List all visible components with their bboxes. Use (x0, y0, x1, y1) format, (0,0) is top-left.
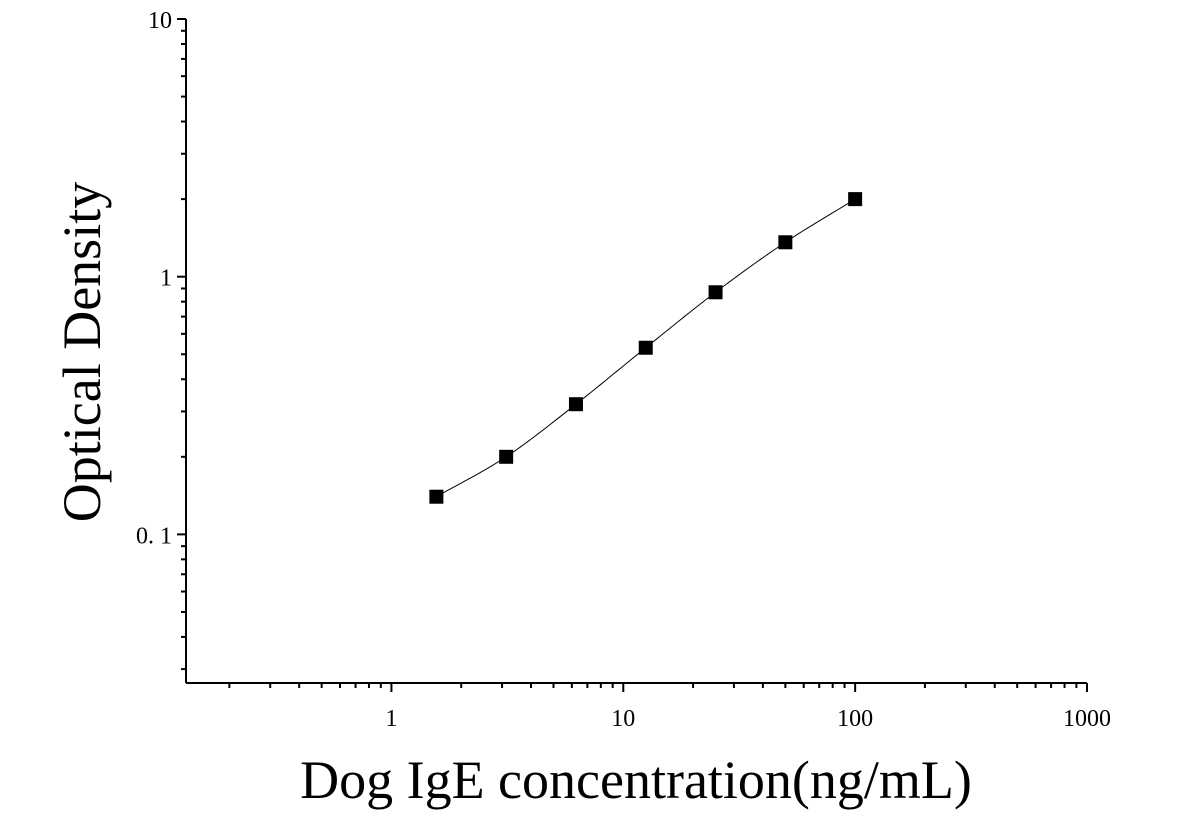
x-axis-title: Dog IgE concentration(ng/mL) (300, 750, 972, 810)
x-tick-label: 10 (611, 706, 635, 732)
x-tick-label: 1 (385, 706, 397, 732)
data-point (848, 192, 863, 207)
x-axis-tick-labels: 1 10 100 1000 (385, 706, 1111, 732)
x-axis-ticks (228, 683, 1088, 692)
y-axis-tick-labels: 0. 1 1 10 (136, 8, 172, 549)
x-tick-label: 1000 (1063, 706, 1111, 732)
y-tick-label: 0. 1 (136, 523, 172, 549)
data-point (499, 449, 514, 464)
y-axis: 0. 1 1 10 (136, 8, 187, 683)
data-point (708, 285, 723, 300)
data-point (429, 489, 444, 504)
y-tick-label: 10 (148, 8, 172, 34)
y-tick-label: 1 (160, 266, 172, 292)
x-axis: 1 10 100 1000 (186, 682, 1111, 732)
data-points (429, 192, 863, 504)
data-point (778, 235, 793, 250)
x-tick-label: 100 (837, 706, 873, 732)
y-axis-title: Optical Density (52, 182, 112, 522)
data-point (568, 397, 583, 412)
data-point (638, 340, 653, 355)
y-axis-ticks (177, 18, 186, 671)
